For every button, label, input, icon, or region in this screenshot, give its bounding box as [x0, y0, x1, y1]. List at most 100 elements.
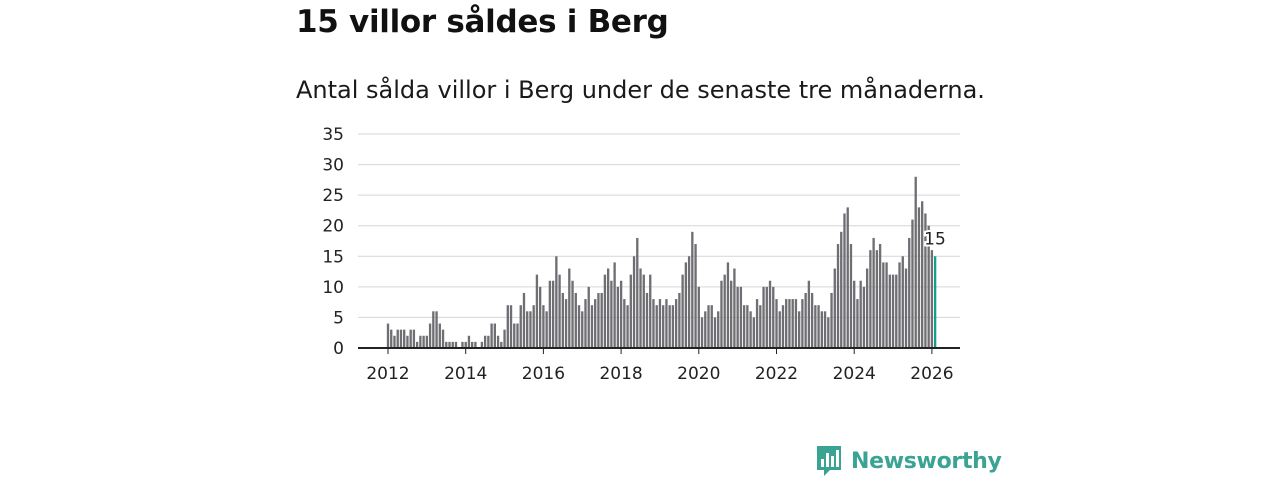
bar	[500, 341, 503, 348]
x-tick-label: 2024	[833, 364, 876, 384]
bar	[393, 335, 396, 348]
bar	[561, 292, 564, 348]
bar	[681, 274, 684, 348]
bar	[493, 323, 497, 348]
bar	[710, 305, 713, 348]
bar	[454, 341, 458, 348]
bar	[755, 299, 759, 348]
bar	[577, 305, 581, 348]
bar	[921, 201, 924, 348]
bar	[487, 335, 490, 348]
bar	[574, 292, 577, 348]
bar	[448, 341, 451, 348]
bar	[888, 274, 891, 348]
bar	[865, 268, 869, 348]
bar	[827, 317, 830, 348]
bar	[862, 286, 866, 348]
bar	[742, 305, 746, 348]
bar	[519, 305, 522, 348]
bar	[691, 231, 694, 348]
bar	[833, 268, 836, 348]
bar	[694, 244, 697, 348]
bar	[781, 305, 785, 348]
bar	[538, 286, 542, 348]
bar	[390, 329, 393, 348]
bar	[765, 286, 768, 348]
bar	[671, 305, 675, 348]
bar	[503, 329, 506, 348]
bar	[791, 299, 794, 348]
bar	[746, 305, 749, 348]
y-tick-label: 5	[333, 308, 344, 328]
bar	[856, 299, 859, 348]
bar	[396, 329, 399, 348]
bar	[849, 244, 853, 348]
bar	[467, 335, 471, 348]
x-tick-label: 2016	[522, 364, 565, 384]
bar	[432, 311, 435, 348]
bar	[509, 305, 513, 348]
bar	[590, 305, 594, 348]
x-tick-label: 2026	[910, 364, 953, 384]
x-tick-label: 2018	[599, 364, 642, 384]
bar	[451, 341, 454, 348]
bar	[872, 237, 875, 348]
bar	[801, 299, 804, 348]
bar	[904, 268, 908, 348]
bar	[713, 317, 717, 348]
chart-subtitle: Antal sålda villor i Berg under de senas…	[296, 76, 985, 104]
bar	[409, 329, 412, 348]
bar	[911, 219, 914, 348]
y-axis-ticks: 0 5 10 15 20 25 30 35	[322, 125, 344, 359]
bar	[730, 280, 733, 348]
bar	[875, 250, 879, 348]
bar	[636, 237, 639, 348]
bar	[516, 323, 519, 348]
bar	[830, 292, 833, 348]
bar	[522, 292, 526, 348]
bar	[684, 262, 688, 348]
y-tick-label: 10	[322, 278, 344, 298]
bar	[662, 305, 665, 348]
gridlines	[358, 133, 960, 318]
bar	[610, 280, 613, 348]
chart-title: 15 villor såldes i Berg	[296, 4, 669, 40]
bar	[606, 268, 610, 348]
bar	[840, 231, 843, 348]
bar	[749, 311, 752, 348]
bar	[445, 341, 448, 348]
bar	[619, 280, 623, 348]
bar	[603, 274, 607, 348]
bar	[859, 280, 862, 348]
x-axis-ticks: 2012 2014 2016 2018 2020 2022 2024 2026	[366, 348, 954, 384]
bar	[788, 299, 791, 348]
bar	[438, 323, 441, 348]
bar	[836, 244, 840, 348]
bar	[700, 317, 704, 348]
x-tick-label: 2022	[755, 364, 798, 384]
bar	[642, 274, 645, 348]
bar	[794, 299, 798, 348]
bar	[632, 256, 636, 348]
bar	[483, 335, 487, 348]
bar	[869, 250, 872, 348]
y-tick-label: 35	[322, 125, 344, 145]
bar	[885, 262, 888, 348]
bar	[471, 341, 474, 348]
bar	[704, 311, 707, 348]
bar	[594, 299, 597, 348]
bar	[846, 207, 849, 348]
bar	[843, 213, 846, 348]
bar	[419, 335, 422, 348]
annotation: 15	[922, 227, 948, 251]
bar	[797, 311, 801, 348]
bar	[898, 262, 901, 348]
bar	[697, 286, 700, 348]
x-tick-label: 2012	[366, 364, 409, 384]
bar	[674, 299, 678, 348]
bar	[571, 280, 574, 348]
bar	[759, 305, 762, 348]
newsworthy-logo-icon	[817, 446, 841, 476]
bar	[425, 335, 429, 348]
bar	[707, 305, 710, 348]
